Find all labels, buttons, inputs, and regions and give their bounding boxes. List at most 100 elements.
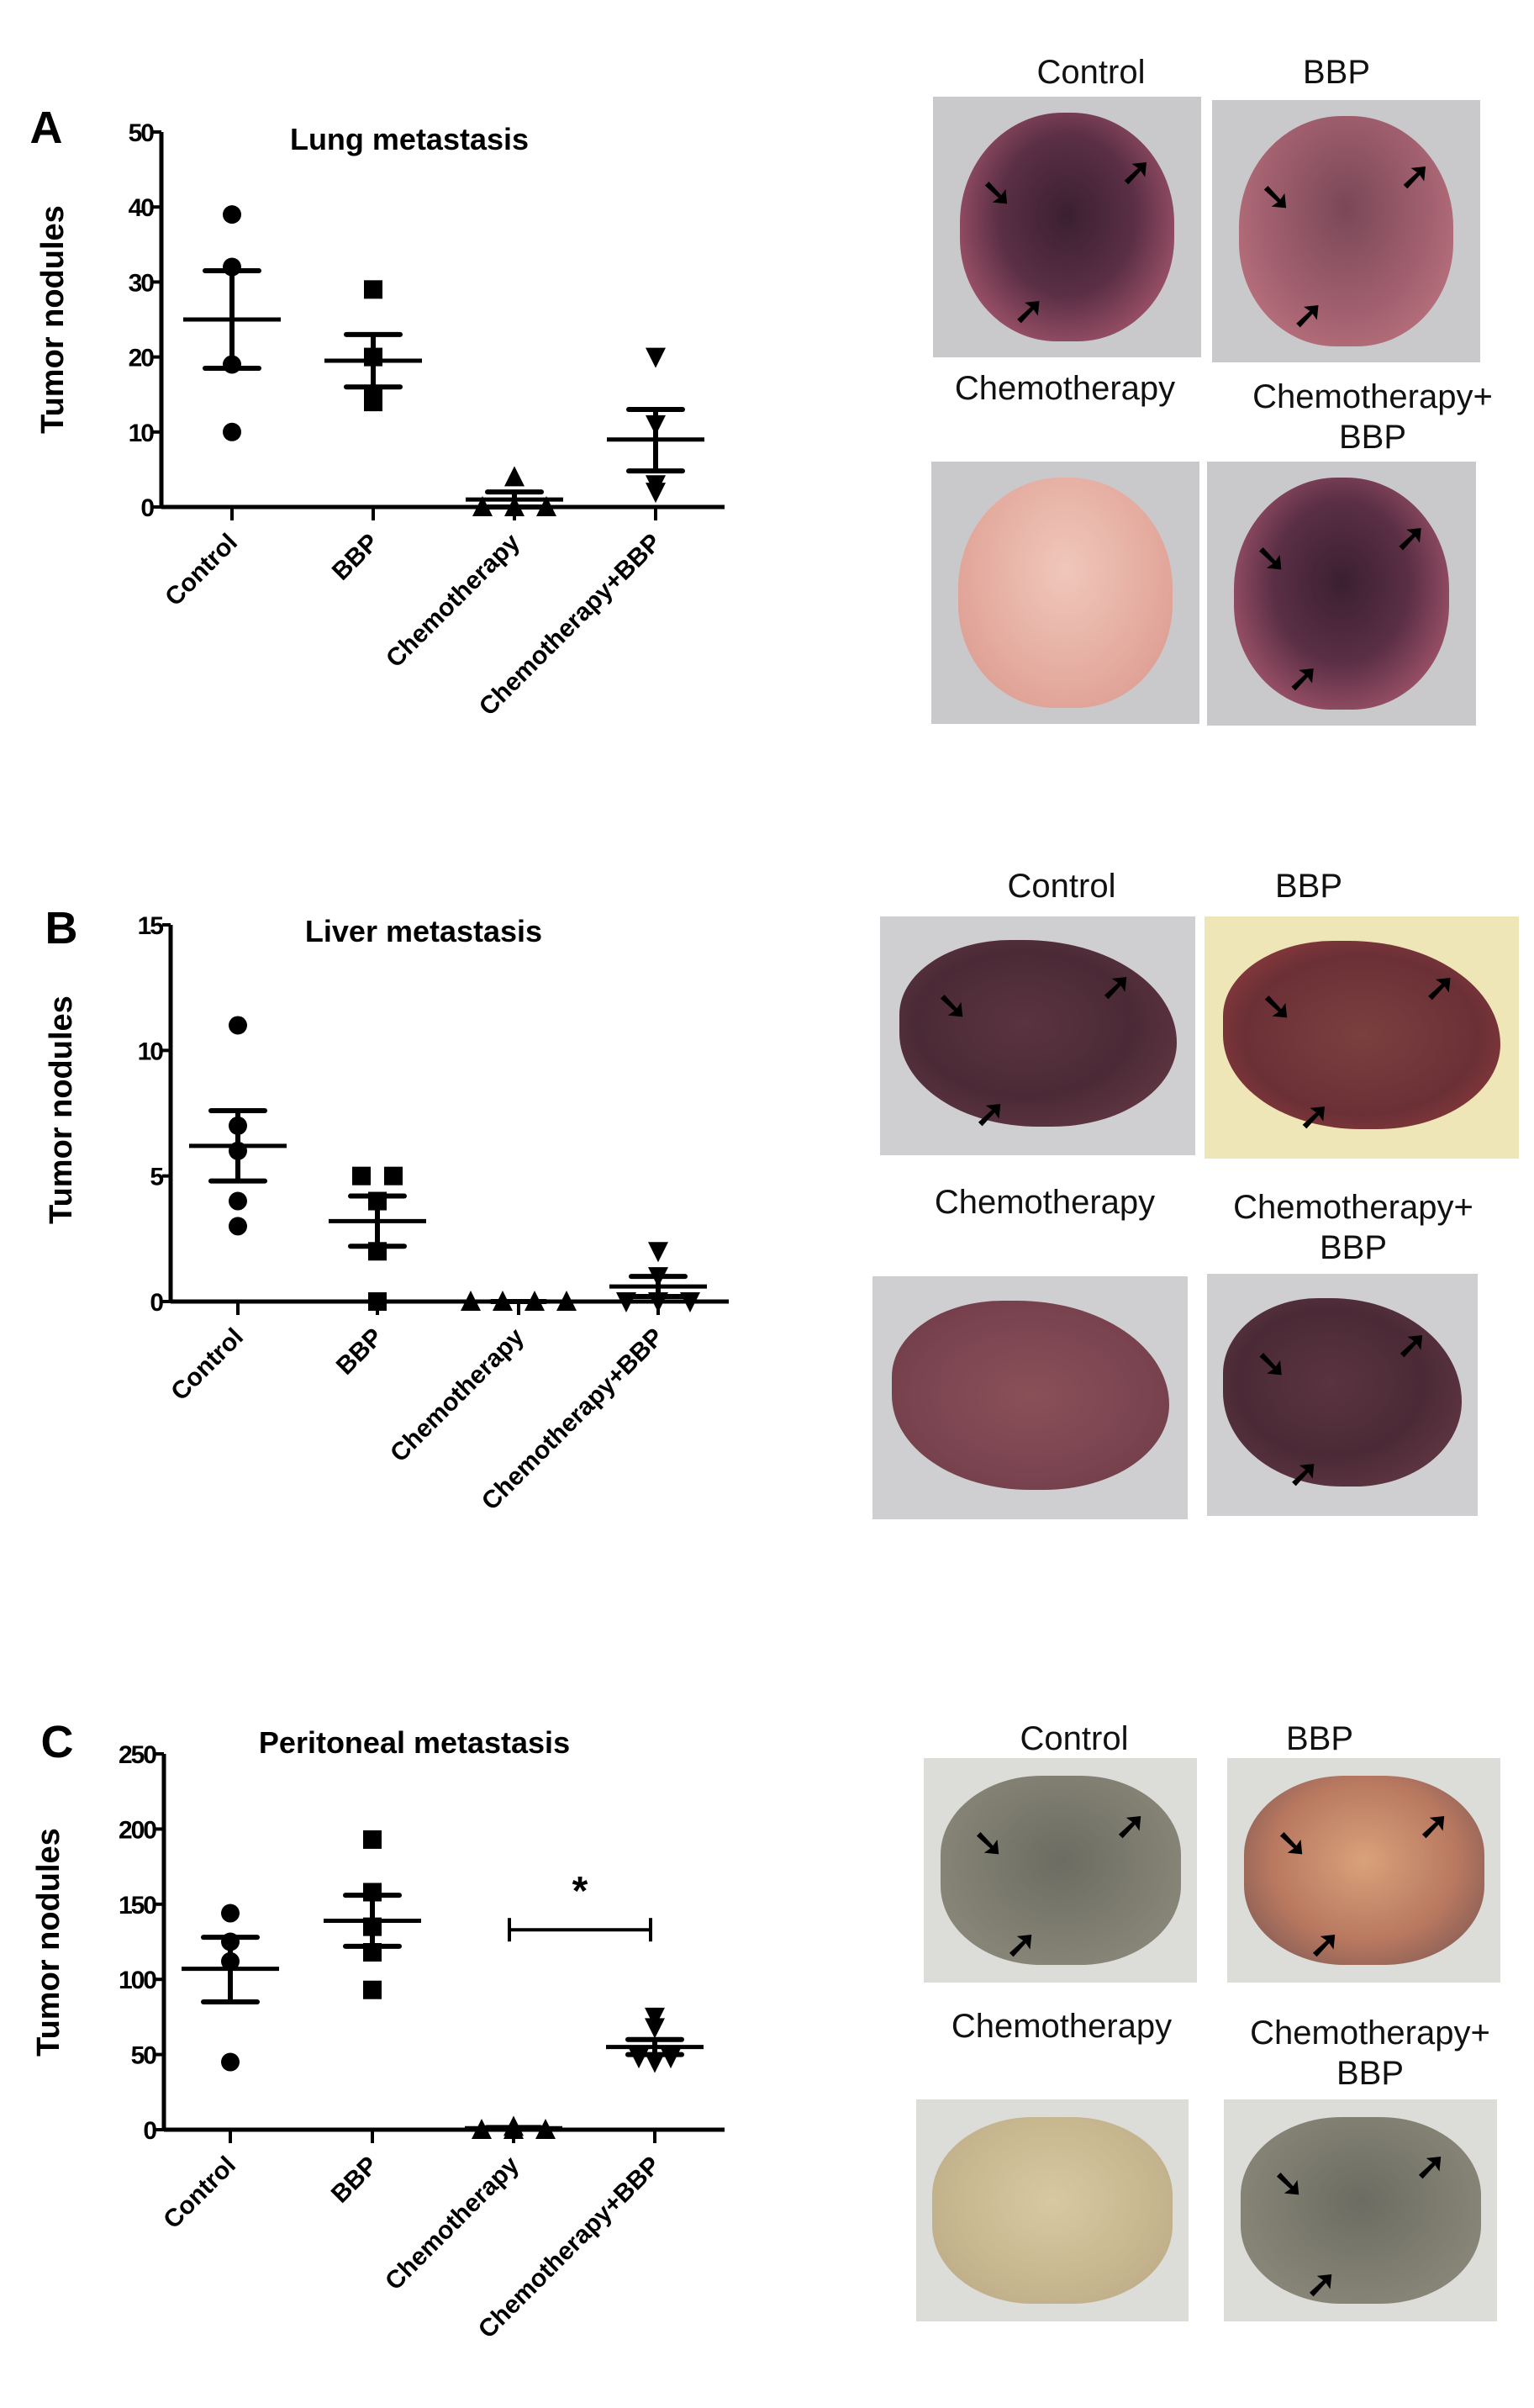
y-tick-label: 50 (131, 2042, 157, 2070)
photo-liver-b-3: ➘ ➚ ➚ (1207, 1274, 1478, 1516)
data-point (221, 2052, 240, 2072)
photo-intestine-c-2 (916, 2099, 1189, 2321)
liver-specimen (1223, 940, 1500, 1130)
data-point (223, 205, 241, 224)
chart-title: Liver metastasis (305, 914, 542, 948)
photo-label: Chemotherapy+ BBP (1233, 1189, 1473, 1266)
y-tick-label: 5 (150, 1164, 163, 1191)
y-tick-label: 0 (150, 1289, 163, 1317)
arrow-icon: ➘ (1276, 1823, 1308, 1865)
photo-lung-a-2 (931, 462, 1199, 724)
arrow-icon: ➚ (1418, 1804, 1450, 1846)
data-point (229, 1016, 247, 1035)
x-tick-label: BBP (331, 1323, 388, 1381)
arrow-icon: ➚ (1292, 294, 1324, 335)
data-point (229, 1191, 247, 1211)
lung-specimen (959, 112, 1175, 342)
arrow-icon: ➚ (974, 1093, 1006, 1134)
data-point (223, 422, 241, 441)
data-point (352, 1166, 371, 1186)
series-control (189, 1016, 287, 1236)
significance-asterisk: * (572, 1869, 588, 1914)
y-tick-label: 200 (119, 1816, 156, 1844)
series-bbp (324, 280, 422, 412)
photo-intestine-c-1: ➘ ➚ ➚ (1227, 1758, 1500, 1983)
series-chemotherapy-plus-bbp (606, 2007, 704, 2073)
arrow-icon: ➚ (1299, 1096, 1331, 1137)
y-tick-label: 150 (119, 1892, 156, 1920)
photo-label: BBP (1302, 54, 1371, 91)
arrow-icon: ➚ (1005, 1924, 1037, 1966)
y-tick-label: 40 (129, 194, 155, 222)
y-tick-label: 0 (143, 2117, 156, 2145)
chart-title: Lung metastasis (290, 122, 529, 156)
photo-intestine-c-3: ➘ ➚ ➚ (1224, 2099, 1497, 2321)
intestine-specimen (932, 2117, 1173, 2304)
photo-lung-a-0: ➘ ➚ ➚ (933, 97, 1201, 357)
intestine-specimen (1243, 1776, 1484, 1965)
x-tick-label: Control (166, 1323, 249, 1407)
panel-label: A (30, 103, 63, 153)
lung-specimen (1238, 115, 1454, 347)
arrow-icon: ➚ (1288, 657, 1319, 699)
chart-B: B Liver metastasis Tumor nodules 0 5 10 15 Cont… (44, 903, 729, 1516)
photo-label: BBP (1285, 1720, 1354, 1757)
y-tick-label: 50 (129, 119, 155, 147)
series-bbp (324, 1830, 421, 1999)
x-tick-label: Control (160, 529, 243, 612)
photo-label: Control (1007, 868, 1116, 905)
x-tick-label: BBP (326, 2152, 383, 2209)
photo-label: Chemotherapy+ BBP (1250, 2015, 1490, 2092)
data-point (504, 466, 525, 487)
y-axis-label: Tumor nodules (31, 1828, 66, 2057)
series-chemotherapy (466, 466, 563, 516)
data-point (363, 1830, 382, 1849)
y-tick-label: 0 (140, 494, 154, 522)
x-tick-label: BBP (327, 529, 384, 586)
panel-label: B (45, 903, 78, 953)
photo-liver-b-0: ➘ ➚ ➚ (880, 916, 1195, 1155)
arrow-icon: ➘ (1255, 538, 1287, 580)
lung-specimen (957, 477, 1173, 709)
arrow-icon: ➚ (1396, 1324, 1428, 1366)
series-bbp (329, 1166, 426, 1311)
panel-label: C (41, 1717, 74, 1767)
y-tick-label: 20 (129, 345, 155, 372)
data-point (645, 2018, 665, 2039)
data-point (629, 2048, 649, 2069)
y-tick-label: 250 (119, 1741, 156, 1769)
intestine-specimen (1240, 2117, 1481, 2304)
chart-A: A Lung metastasis Tumor nodules 0 10 20 30 40 50… (30, 103, 725, 721)
intestine-specimen (940, 1776, 1181, 1965)
data-point (364, 280, 382, 299)
photo-label: Chemotherapy (954, 370, 1176, 407)
arrow-icon: ➘ (1260, 176, 1292, 218)
photo-label: Control (1036, 54, 1146, 91)
arrow-icon: ➚ (1115, 1804, 1147, 1846)
photo-lung-a-1: ➘ ➚ ➚ (1212, 100, 1480, 362)
photo-intestine-c-0: ➘ ➚ ➚ (924, 1758, 1197, 1983)
data-point (472, 496, 493, 516)
data-point (229, 1217, 247, 1236)
arrow-icon: ➘ (981, 172, 1013, 214)
photo-label: Chemotherapy+ BBP (1252, 378, 1493, 456)
y-tick-label: 10 (138, 1038, 164, 1065)
photo-liver-b-2 (872, 1276, 1188, 1519)
photo-label: Chemotherapy (934, 1184, 1156, 1221)
y-tick-label: 10 (129, 420, 155, 447)
liver-specimen (899, 940, 1177, 1127)
arrow-icon: ➚ (1395, 517, 1426, 559)
x-tick-label: Chemotherapy (381, 528, 525, 673)
arrow-icon: ➘ (1273, 2163, 1305, 2205)
lung-specimen (1234, 477, 1449, 710)
series-chemotherapy (465, 2115, 562, 2139)
photo-label: BBP (1274, 868, 1343, 905)
data-point (645, 2052, 665, 2073)
arrow-icon: ➚ (1415, 2146, 1447, 2188)
liver-specimen (891, 1300, 1169, 1491)
data-point (364, 393, 382, 412)
y-tick-label: 15 (138, 912, 164, 940)
series-control (182, 1904, 279, 2072)
y-tick-label: 30 (129, 269, 155, 297)
